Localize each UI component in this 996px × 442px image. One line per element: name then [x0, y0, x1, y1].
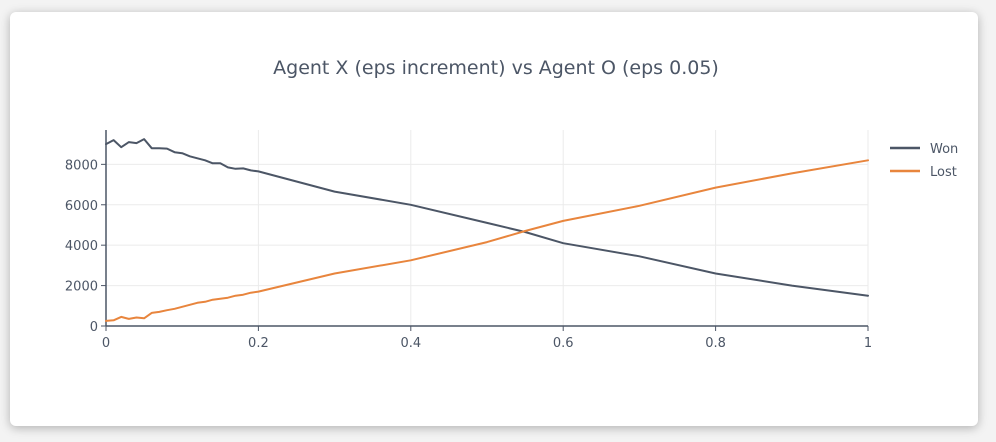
- series-lines: [105, 138, 869, 322]
- y-tick-label: 6000: [65, 199, 98, 214]
- legend-item-lost[interactable]: Lost: [890, 165, 957, 180]
- legend-label: Won: [930, 142, 958, 157]
- axes: [105, 130, 868, 327]
- x-tick-label: 0.2: [248, 336, 269, 351]
- y-tick-label: 4000: [65, 239, 98, 254]
- legend[interactable]: Won Lost: [890, 142, 958, 180]
- line-chart: Agent X (eps increment) vs Agent O (eps …: [65, 57, 958, 351]
- series-line-lost: [105, 159, 869, 322]
- y-tick-label: 8000: [65, 158, 98, 173]
- y-tick-label: 0: [90, 320, 98, 335]
- x-tick-label: 0.4: [400, 336, 421, 351]
- legend-label: Lost: [930, 165, 957, 180]
- legend-item-won[interactable]: Won: [890, 142, 958, 157]
- series-line-won: [105, 138, 869, 297]
- grid: [106, 130, 869, 326]
- chart-card: Agent X (eps increment) vs Agent O (eps …: [10, 12, 978, 426]
- y-tick-label: 2000: [65, 280, 98, 295]
- x-tick-label: 1: [864, 336, 872, 351]
- x-ticks: 0 0.2 0.4 0.6 0.8 1: [102, 326, 872, 351]
- chart-title: Agent X (eps increment) vs Agent O (eps …: [273, 57, 719, 79]
- x-tick-label: 0.6: [553, 336, 574, 351]
- x-tick-label: 0.8: [705, 336, 726, 351]
- y-ticks: 0 2000 4000 6000 8000: [65, 158, 106, 335]
- x-tick-label: 0: [102, 336, 110, 351]
